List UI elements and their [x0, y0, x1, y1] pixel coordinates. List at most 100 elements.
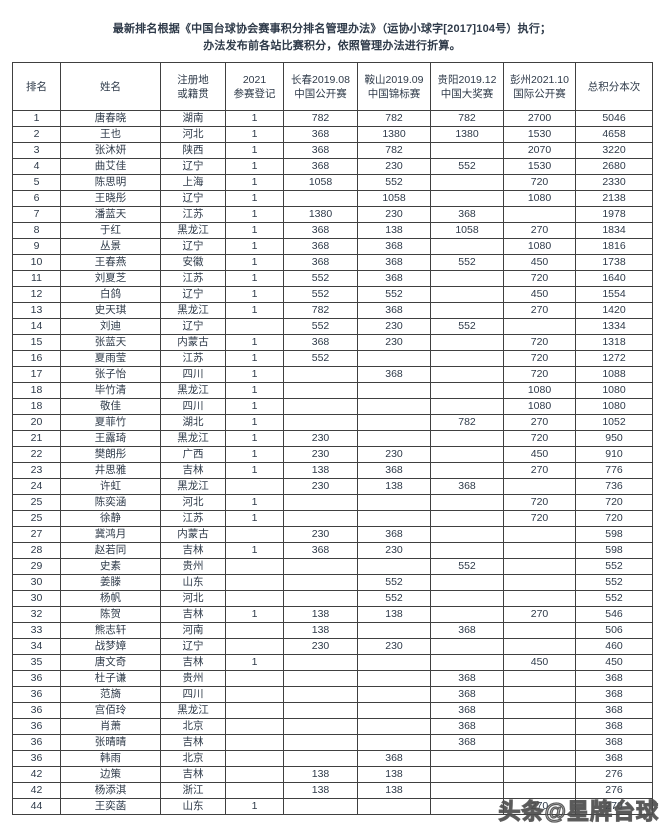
name-cell: 樊朗彤 [60, 446, 161, 463]
rank-cell: 25 [12, 510, 61, 527]
pengzhou-cell [503, 574, 576, 591]
name-cell: 井思雅 [60, 462, 161, 479]
table-row: 10 王春燕 安徽 1 368 368 552 450 1738 [12, 254, 653, 271]
changchun-cell: 368 [283, 126, 358, 143]
total-cell: 4658 [575, 126, 653, 143]
province-cell: 广西 [160, 446, 226, 463]
rank-cell: 18 [12, 398, 61, 415]
anshan-cell [357, 702, 431, 719]
rank-cell: 18 [12, 382, 61, 399]
name-cell: 唐文奇 [60, 654, 161, 671]
changchun-cell [283, 798, 358, 815]
name-cell: 肖萧 [60, 718, 161, 735]
province-cell: 黑龙江 [160, 430, 226, 447]
reg2021-cell: 1 [225, 350, 284, 367]
name-cell: 张子怡 [60, 366, 161, 383]
column-header-name: 姓名 [60, 62, 161, 111]
name-cell: 白鸽 [60, 286, 161, 303]
pengzhou-cell [503, 558, 576, 575]
pengzhou-cell: 1530 [503, 158, 576, 175]
guiyang-cell: 782 [430, 110, 504, 127]
changchun-cell: 1058 [283, 174, 358, 191]
changchun-cell [283, 590, 358, 607]
total-cell: 276 [575, 766, 653, 783]
province-cell: 吉林 [160, 606, 226, 623]
anshan-cell [357, 510, 431, 527]
name-cell: 范旖 [60, 686, 161, 703]
table-row: 7 潘蓝天 江苏 1 1380 230 368 1978 [12, 206, 653, 223]
total-cell: 552 [575, 558, 653, 575]
pengzhou-cell [503, 702, 576, 719]
province-cell: 北京 [160, 750, 226, 767]
table-row: 18 毕竹清 黑龙江 1 1080 1080 [12, 382, 653, 399]
reg2021-cell [225, 638, 284, 655]
anshan-cell: 230 [357, 446, 431, 463]
table-row: 1 唐春晓 湖南 1 782 782 782 2700 5046 [12, 110, 653, 127]
rank-cell: 32 [12, 606, 61, 623]
table-row: 20 夏菲竹 湖北 1 782 270 1052 [12, 414, 653, 431]
anshan-cell: 552 [357, 174, 431, 191]
table-row: 9 丛景 辽宁 1 368 368 1080 1816 [12, 238, 653, 255]
rank-cell: 13 [12, 302, 61, 319]
anshan-cell [357, 350, 431, 367]
table-row: 5 陈思明 上海 1 1058 552 720 2330 [12, 174, 653, 191]
name-cell: 宫佰玲 [60, 702, 161, 719]
name-cell: 于红 [60, 222, 161, 239]
reg2021-cell: 1 [225, 366, 284, 383]
guiyang-cell [430, 542, 504, 559]
name-cell: 杨添淇 [60, 782, 161, 799]
reg2021-cell [225, 318, 284, 335]
name-cell: 边策 [60, 766, 161, 783]
table-row: 28 赵若同 吉林 1 368 230 598 [12, 542, 653, 559]
guiyang-cell [430, 430, 504, 447]
province-cell: 辽宁 [160, 286, 226, 303]
pengzhou-cell [503, 526, 576, 543]
total-cell: 368 [575, 734, 653, 751]
changchun-cell [283, 382, 358, 399]
column-header-changchun: 长春2019.08 中国公开赛 [283, 62, 358, 111]
guiyang-cell: 552 [430, 558, 504, 575]
province-cell: 四川 [160, 686, 226, 703]
province-cell: 辽宁 [160, 638, 226, 655]
pengzhou-cell [503, 478, 576, 495]
province-cell: 陕西 [160, 142, 226, 159]
table-row: 14 刘迪 辽宁 552 230 552 1334 [12, 318, 653, 335]
table-row: 34 战梦嫜 辽宁 230 230 460 [12, 638, 653, 655]
rank-cell: 42 [12, 766, 61, 783]
reg2021-cell [225, 590, 284, 607]
changchun-cell: 230 [283, 430, 358, 447]
guiyang-cell [430, 510, 504, 527]
table-row: 36 韩雨 北京 368 368 [12, 750, 653, 767]
pengzhou-cell: 450 [503, 654, 576, 671]
anshan-cell: 230 [357, 318, 431, 335]
table-row: 12 白鸽 辽宁 1 552 552 450 1554 [12, 286, 653, 303]
table-row: 27 冀鸿月 内蒙古 230 368 598 [12, 526, 653, 543]
title-line-2: 办法发布前各站比赛积分，依照管理办法进行折算。 [203, 40, 461, 52]
anshan-cell [357, 558, 431, 575]
rank-cell: 16 [12, 350, 61, 367]
table-row: 22 樊朗彤 广西 1 230 230 450 910 [12, 446, 653, 463]
anshan-cell: 368 [357, 750, 431, 767]
reg2021-cell: 1 [225, 798, 284, 815]
guiyang-cell [430, 782, 504, 799]
document-title: 最新排名根据《中国台球协会赛事积分排名管理办法》（运协小球字[2017]104号… [0, 0, 664, 55]
anshan-cell: 138 [357, 222, 431, 239]
anshan-cell [357, 622, 431, 639]
guiyang-cell: 552 [430, 318, 504, 335]
reg2021-cell [225, 558, 284, 575]
changchun-cell [283, 670, 358, 687]
province-cell: 辽宁 [160, 158, 226, 175]
table-row: 18 敬佳 四川 1 1080 1080 [12, 398, 653, 415]
reg2021-cell: 1 [225, 270, 284, 287]
reg2021-cell: 1 [225, 398, 284, 415]
table-row: 35 唐文奇 吉林 1 450 450 [12, 654, 653, 671]
changchun-cell [283, 190, 358, 207]
name-cell: 刘夏芝 [60, 270, 161, 287]
table-row: 42 边策 吉林 138 138 276 [12, 766, 653, 783]
guiyang-cell: 368 [430, 478, 504, 495]
province-cell: 贵州 [160, 558, 226, 575]
guiyang-cell [430, 574, 504, 591]
name-cell: 夏菲竹 [60, 414, 161, 431]
reg2021-cell: 1 [225, 382, 284, 399]
column-header-anshan: 鞍山2019.09 中国锦标赛 [357, 62, 431, 111]
